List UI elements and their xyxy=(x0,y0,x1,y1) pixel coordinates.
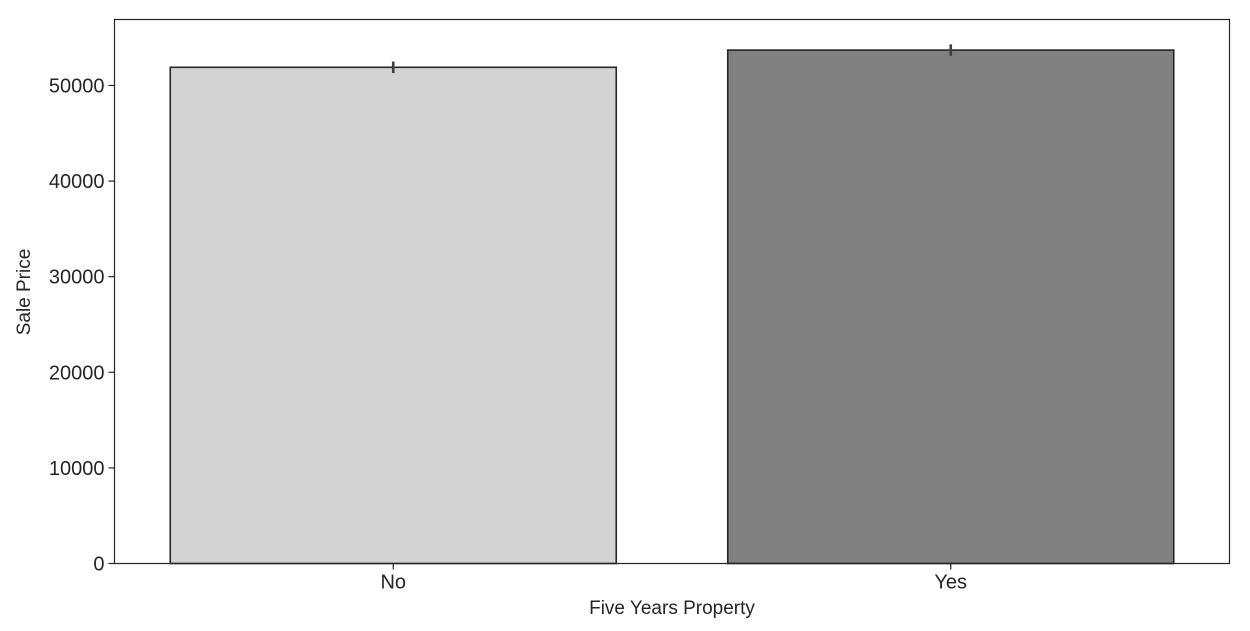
y-tick-label: 10000 xyxy=(49,458,105,480)
x-tick-label: No xyxy=(380,572,406,594)
bar-no xyxy=(169,66,618,565)
plot-area-frame xyxy=(113,18,1231,565)
y-tick-label: 30000 xyxy=(49,267,105,289)
y-tick-label: 50000 xyxy=(49,75,105,97)
y-axis-label: Sale Price xyxy=(14,249,35,336)
x-axis: No Yes xyxy=(380,563,967,594)
x-tick-label: Yes xyxy=(934,572,967,594)
y-tick-label: 40000 xyxy=(49,171,105,193)
bar-yes xyxy=(726,49,1175,565)
bars-layer xyxy=(169,49,1175,565)
y-tick-label: 20000 xyxy=(49,362,105,384)
x-axis-label: Five Years Property xyxy=(589,598,755,619)
y-tick-label: 0 xyxy=(93,554,104,576)
y-axis: 0 10000 20000 30000 40000 50000 xyxy=(49,75,115,576)
error-bars-layer xyxy=(391,44,953,74)
